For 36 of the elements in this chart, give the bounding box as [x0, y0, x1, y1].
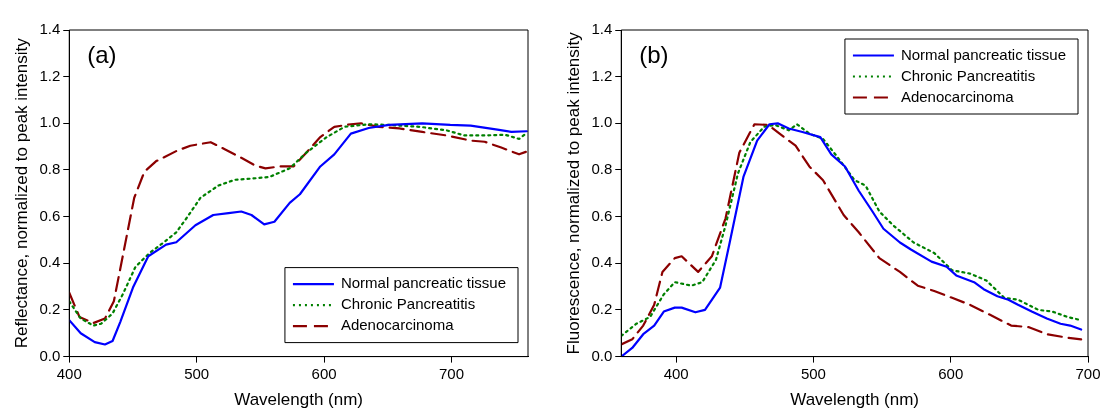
x-tick-label: 500	[800, 364, 826, 382]
x-tick-label: 500	[184, 364, 210, 382]
y-tick-label: 1.0	[39, 113, 61, 131]
legend-label: Normal pancreatic tissue	[340, 274, 507, 292]
y-tick-label: 0.4	[39, 253, 61, 271]
y-tick-label: 0.2	[591, 300, 613, 318]
x-axis-title: Wavelength (nm)	[234, 390, 364, 410]
x-tick-label: 700	[1075, 364, 1101, 382]
x-tick-label: 400	[663, 364, 689, 382]
y-tick-label: 0.2	[39, 300, 61, 318]
y-tick-label: 1.4	[39, 20, 61, 38]
y-tick-label: 0.6	[39, 206, 61, 224]
legend-label: Chronic Pancreatitis	[340, 295, 476, 313]
y-tick-label: 1.2	[39, 66, 61, 84]
x-tick-label: 600	[311, 364, 337, 382]
y-tick-label: 0.4	[591, 253, 613, 271]
legend-label: Chronic Pancreatitis	[900, 66, 1036, 84]
x-axis-title: Wavelength (nm)	[790, 390, 920, 410]
y-tick-label: 1.4	[591, 20, 613, 38]
y-tick-label: 0.8	[39, 160, 61, 178]
legend-label: Adenocarcinoma	[340, 316, 455, 334]
annotation: (a)	[87, 40, 117, 68]
annotation: (b)	[639, 40, 669, 68]
legend-label: Normal pancreatic tissue	[900, 45, 1067, 63]
y-axis-title: Fluorescence, normalized to peak intensity	[563, 31, 583, 355]
y-tick-label: 0.6	[591, 206, 613, 224]
y-tick-label: 1.0	[591, 113, 613, 131]
x-tick-label: 400	[56, 364, 82, 382]
x-tick-label: 600	[938, 364, 964, 382]
y-axis-title: Reflectance, normalized to peak intensity	[11, 37, 31, 349]
legend-label: Adenocarcinoma	[900, 87, 1015, 105]
y-tick-label: 0.0	[39, 346, 61, 364]
y-tick-label: 0.0	[591, 346, 613, 364]
x-tick-label: 700	[439, 364, 465, 382]
y-tick-label: 0.8	[591, 160, 613, 178]
y-tick-label: 1.2	[591, 66, 613, 84]
